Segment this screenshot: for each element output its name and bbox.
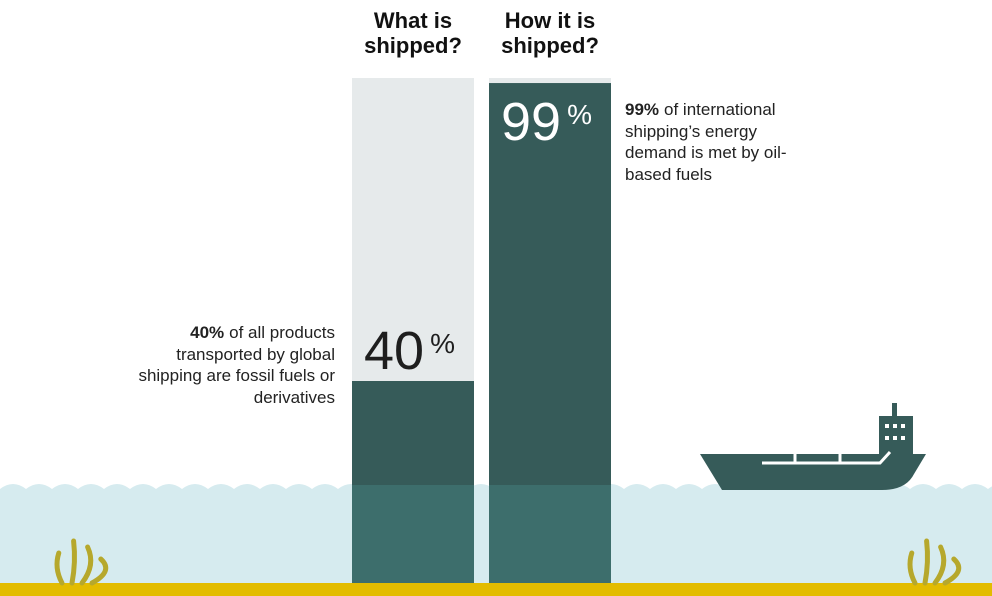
annotation-bold: 40% <box>190 323 225 342</box>
annotation-bold: 99% <box>625 100 660 119</box>
value-unit: % <box>567 99 592 130</box>
ship-window <box>901 436 905 440</box>
annotation-text: of international shipping’s energy deman… <box>625 100 787 184</box>
bar-underwater <box>489 485 611 583</box>
category-label: How it is shipped? <box>501 8 599 58</box>
ship-hull <box>700 454 926 490</box>
category-label: What is shipped? <box>364 8 462 58</box>
seaweed-leaf <box>932 544 947 586</box>
ship-window <box>901 424 905 428</box>
value-label: 40% <box>364 321 455 381</box>
annotation-text: of all products transported by global sh… <box>138 323 335 407</box>
ship-mast <box>892 403 897 417</box>
ship-window <box>893 436 897 440</box>
value-number: 99 <box>501 92 561 152</box>
value-number: 40 <box>364 321 424 381</box>
seaweed-leaf <box>69 538 77 586</box>
ship-window <box>885 424 889 428</box>
bar-underwater <box>352 485 474 583</box>
seaweed-leaf <box>942 556 962 586</box>
bar <box>489 83 611 584</box>
ship-window <box>893 424 897 428</box>
ship <box>700 403 926 490</box>
seaweed-leaf <box>922 538 930 586</box>
seaweed-leaf <box>54 550 65 586</box>
value-label: 99% <box>501 92 592 152</box>
seaweed-leaf <box>89 556 109 586</box>
ground <box>0 583 992 596</box>
seaweed <box>907 538 962 586</box>
seaweed <box>54 538 109 586</box>
ship-deck <box>762 448 892 465</box>
seaweed-leaf <box>907 550 918 586</box>
value-unit: % <box>430 328 455 359</box>
annotation: 40% of all products transported by global… <box>130 322 335 408</box>
bar <box>352 381 474 583</box>
ship-window <box>885 436 889 440</box>
seaweed-leaf <box>79 544 94 586</box>
annotation: 99% of international shipping’s energy de… <box>625 99 820 185</box>
